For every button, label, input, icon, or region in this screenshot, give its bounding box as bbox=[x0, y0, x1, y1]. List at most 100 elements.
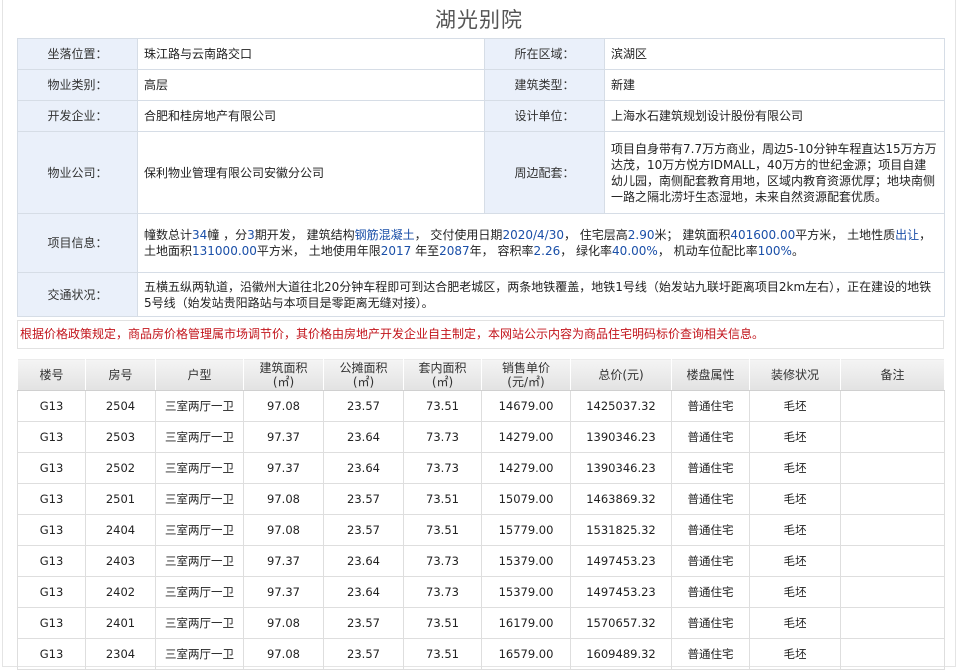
table-row: G13 2503 三室两厅一卫 97.37 23.64 73.73 14279.00 1390… bbox=[17, 421, 945, 453]
table-cell: 23.64 bbox=[323, 545, 404, 577]
table-cell: 23.57 bbox=[323, 607, 404, 639]
table-cell: 普通住宅 bbox=[671, 514, 750, 546]
project-info-text: 幢 ，分 bbox=[207, 228, 248, 242]
table-cell: 73.51 bbox=[403, 514, 482, 546]
project-info-highlight: 2.90 bbox=[627, 228, 655, 242]
table-cell: 1425037.32 bbox=[570, 390, 672, 422]
column-header: 建筑面积 (㎡) bbox=[243, 358, 324, 391]
table-cell bbox=[840, 576, 945, 608]
column-header: 房号 bbox=[85, 358, 156, 391]
table-cell bbox=[840, 545, 945, 577]
table-cell: 23.64 bbox=[323, 452, 404, 484]
project-info-highlight: 2017 bbox=[380, 244, 412, 258]
table-cell: 73.51 bbox=[403, 607, 482, 639]
project-info-highlight: 2087 bbox=[439, 244, 470, 258]
table-cell: G13 bbox=[17, 638, 86, 670]
table-cell: 毛坯 bbox=[749, 421, 841, 453]
table-cell: 16579.00 bbox=[481, 638, 571, 670]
table-cell: 三室两厅一卫 bbox=[155, 638, 244, 670]
table-cell: 97.08 bbox=[243, 390, 324, 422]
traffic-label: 交通状况： bbox=[17, 272, 138, 317]
project-info-text: ， 绿化率 bbox=[560, 244, 613, 258]
table-cell: G13 bbox=[17, 545, 86, 577]
table-cell: 三室两厅一卫 bbox=[155, 421, 244, 453]
table-cell: 97.37 bbox=[243, 545, 324, 577]
table-cell: 15079.00 bbox=[481, 483, 571, 515]
table-cell: 三室两厅一卫 bbox=[155, 390, 244, 422]
project-info-text: 年， 容积率 bbox=[469, 244, 534, 258]
table-cell: 23.57 bbox=[323, 638, 404, 670]
table-cell: 23.57 bbox=[323, 390, 404, 422]
table-cell: 毛坯 bbox=[749, 607, 841, 639]
project-info-text: 平方米， 土地使用年限 bbox=[256, 244, 381, 258]
project-info-highlight: 2.26 bbox=[533, 244, 561, 258]
table-cell: 1531825.32 bbox=[570, 514, 672, 546]
table-cell: 2401 bbox=[85, 607, 156, 639]
table-cell bbox=[840, 421, 945, 453]
project-info-text: ， 机动车位配比率 bbox=[657, 244, 758, 258]
project-info-text: 期开发， 建筑结构 bbox=[254, 228, 355, 242]
project-info-highlight: 34 bbox=[192, 228, 208, 242]
table-cell: 97.08 bbox=[243, 638, 324, 670]
table-cell bbox=[840, 607, 945, 639]
table-cell: 15379.00 bbox=[481, 576, 571, 608]
table-cell: 1570657.32 bbox=[570, 607, 672, 639]
table-cell: 15779.00 bbox=[481, 514, 571, 546]
project-info-text: 平方米， 土地性质 bbox=[795, 228, 896, 242]
table-cell: 2304 bbox=[85, 638, 156, 670]
table-cell bbox=[840, 514, 945, 546]
units-table: 楼号 房号 户型 建筑面积 (㎡) 公摊面积 (㎡) 套内面积 (㎡) 销售单价 (元/㎡)… bbox=[17, 358, 945, 670]
property-company-label: 物业公司： bbox=[17, 131, 138, 214]
project-info-highlight: 401600.00 bbox=[730, 228, 796, 242]
table-cell: 毛坯 bbox=[749, 576, 841, 608]
table-cell: 1609489.32 bbox=[570, 638, 672, 670]
district-value: 滨湖区 bbox=[604, 38, 945, 70]
table-cell: 普通住宅 bbox=[671, 545, 750, 577]
table-cell: 1497453.23 bbox=[570, 576, 672, 608]
location-label: 坐落位置： bbox=[17, 38, 138, 70]
project-info-text: ， 土地面积 bbox=[144, 228, 932, 258]
traffic-value: 五横五纵两轨道，沿徽州大道往北20分钟车程即可到达合肥老城区，两条地铁覆盖，地铁… bbox=[137, 272, 945, 317]
table-cell: 97.37 bbox=[243, 421, 324, 453]
developer-value: 合肥和桂房地产有限公司 bbox=[137, 100, 485, 132]
table-cell: 1390346.23 bbox=[570, 452, 672, 484]
table-cell: G13 bbox=[17, 421, 86, 453]
table-row: G13 2504 三室两厅一卫 97.08 23.57 73.51 14679.00 1425… bbox=[17, 390, 945, 422]
table-cell: 73.51 bbox=[403, 638, 482, 670]
table-cell: G13 bbox=[17, 607, 86, 639]
table-cell: 2403 bbox=[85, 545, 156, 577]
table-cell: 2402 bbox=[85, 576, 156, 608]
project-info-highlight: 3 bbox=[247, 228, 255, 242]
developer-label: 开发企业： bbox=[17, 100, 138, 132]
project-info-highlight: 2020/4/30 bbox=[502, 228, 564, 242]
project-info-highlight: 40.00% bbox=[612, 244, 658, 258]
table-cell: 毛坯 bbox=[749, 545, 841, 577]
table-cell: 23.64 bbox=[323, 421, 404, 453]
price-policy-notice: 根据价格政策规定，商品房价格管理属市场调节价，其价格由房地产开发企业自主制定，本… bbox=[17, 320, 944, 349]
table-cell: 三室两厅一卫 bbox=[155, 545, 244, 577]
table-cell: 毛坯 bbox=[749, 390, 841, 422]
project-info-text: 年至 bbox=[411, 244, 440, 258]
table-cell: 73.51 bbox=[403, 390, 482, 422]
project-info-text: 米； 建筑面积 bbox=[654, 228, 731, 242]
building-type-label: 建筑类型： bbox=[484, 69, 605, 101]
property-type-value: 高层 bbox=[137, 69, 485, 101]
column-header: 销售单价 (元/㎡) bbox=[481, 358, 571, 391]
table-row: G13 2403 三室两厅一卫 97.37 23.64 73.73 15379.00 1497… bbox=[17, 545, 945, 577]
table-cell: 普通住宅 bbox=[671, 638, 750, 670]
table-cell: 15379.00 bbox=[481, 545, 571, 577]
table-cell: 16179.00 bbox=[481, 607, 571, 639]
surroundings-label: 周边配套： bbox=[484, 131, 605, 214]
table-cell: 97.37 bbox=[243, 452, 324, 484]
table-cell: G13 bbox=[17, 452, 86, 484]
project-info-highlight: 131000.00 bbox=[192, 244, 257, 258]
table-cell: G13 bbox=[17, 390, 86, 422]
column-header: 总价(元) bbox=[570, 358, 672, 391]
project-info-text: ， 住宅层高 bbox=[563, 228, 628, 242]
table-cell bbox=[840, 390, 945, 422]
surroundings-value: 项目自身带有7.7万方商业，周边5-10分钟车程直达15万方万达茂，10万方悦方… bbox=[604, 131, 945, 214]
table-cell: 14679.00 bbox=[481, 390, 571, 422]
table-cell: 三室两厅一卫 bbox=[155, 607, 244, 639]
table-cell: 14279.00 bbox=[481, 452, 571, 484]
table-cell: 普通住宅 bbox=[671, 452, 750, 484]
